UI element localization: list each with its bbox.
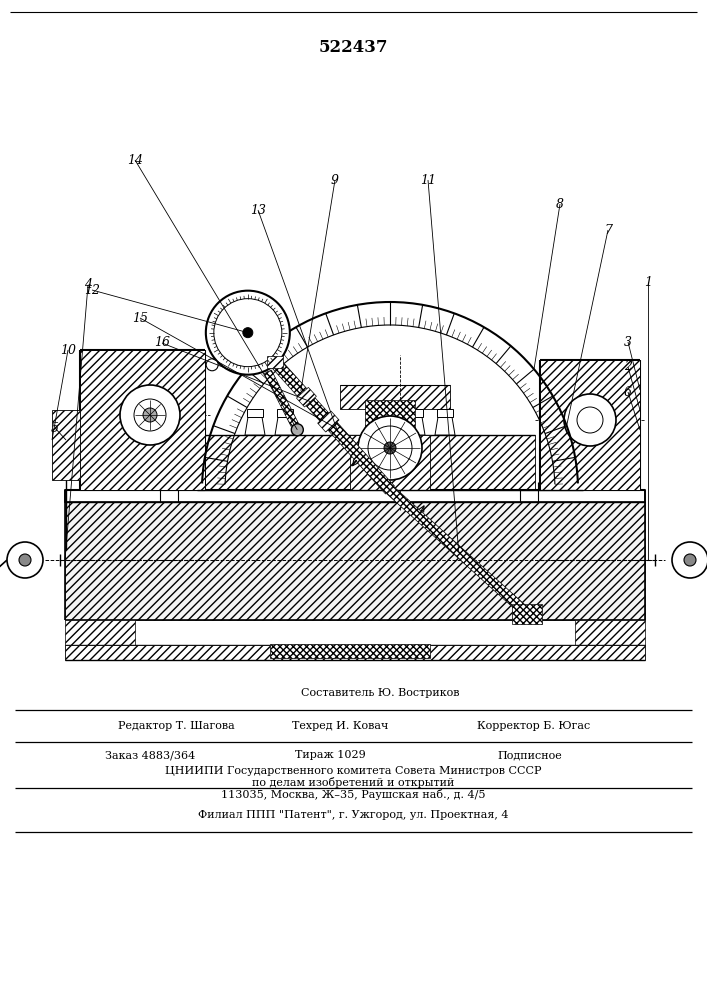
- Circle shape: [143, 408, 157, 422]
- Text: 12: 12: [84, 284, 100, 296]
- Circle shape: [243, 328, 253, 338]
- Text: Подписное: Подписное: [498, 750, 562, 760]
- Circle shape: [134, 399, 166, 431]
- Polygon shape: [247, 409, 263, 417]
- Text: Корректор Б. Югас: Корректор Б. Югас: [477, 721, 590, 731]
- Polygon shape: [365, 400, 415, 435]
- Text: Филиал ППП "Патент", г. Ужгород, ул. Проектная, 4: Филиал ППП "Патент", г. Ужгород, ул. Про…: [198, 810, 508, 820]
- Text: 14: 14: [127, 153, 143, 166]
- Text: 13: 13: [250, 204, 266, 217]
- Circle shape: [384, 442, 396, 454]
- Circle shape: [206, 291, 290, 375]
- Text: 5: 5: [51, 422, 59, 434]
- Polygon shape: [205, 435, 535, 490]
- Polygon shape: [575, 620, 645, 645]
- Polygon shape: [52, 410, 80, 480]
- Polygon shape: [65, 502, 645, 620]
- Polygon shape: [405, 417, 425, 435]
- Circle shape: [577, 407, 603, 433]
- Circle shape: [206, 359, 218, 371]
- Polygon shape: [407, 409, 423, 417]
- Text: Техред И. Ковач: Техред И. Ковач: [292, 721, 388, 731]
- Circle shape: [120, 385, 180, 445]
- Text: 9: 9: [331, 174, 339, 186]
- Circle shape: [672, 542, 707, 578]
- Text: Редактор Т. Шагова: Редактор Т. Шагова: [118, 721, 235, 731]
- Polygon shape: [248, 334, 395, 494]
- Circle shape: [358, 416, 422, 480]
- Text: 7: 7: [604, 224, 612, 236]
- Text: 3: 3: [624, 336, 632, 349]
- Text: 2: 2: [624, 360, 632, 373]
- Text: Тираж 1029: Тираж 1029: [295, 750, 366, 760]
- Polygon shape: [65, 490, 645, 502]
- Polygon shape: [540, 360, 640, 490]
- Polygon shape: [277, 409, 293, 417]
- Text: 8: 8: [556, 198, 564, 211]
- Polygon shape: [387, 486, 531, 618]
- Polygon shape: [267, 356, 283, 368]
- Polygon shape: [340, 385, 450, 409]
- Polygon shape: [80, 350, 205, 490]
- Text: 522437: 522437: [318, 39, 387, 56]
- Text: Заказ 4883/364: Заказ 4883/364: [105, 750, 195, 760]
- Polygon shape: [317, 411, 339, 432]
- Polygon shape: [275, 417, 295, 435]
- Polygon shape: [65, 645, 645, 660]
- Text: 113035, Москва, Ж–35, Раушская наб., д. 4/5: 113035, Москва, Ж–35, Раушская наб., д. …: [221, 790, 485, 800]
- Circle shape: [291, 424, 303, 436]
- Polygon shape: [437, 409, 453, 417]
- Circle shape: [19, 554, 31, 566]
- Circle shape: [564, 394, 616, 446]
- Text: 10: 10: [60, 344, 76, 357]
- Circle shape: [214, 299, 282, 367]
- Text: 6: 6: [624, 385, 632, 398]
- Circle shape: [368, 426, 412, 470]
- Circle shape: [7, 542, 43, 578]
- Polygon shape: [513, 604, 542, 624]
- Text: по делам изобретений и открытий: по делам изобретений и открытий: [252, 778, 454, 788]
- Polygon shape: [435, 417, 455, 435]
- Text: 4: 4: [84, 278, 92, 292]
- Text: ЦНИИПИ Государственного комитета Совета Министров СССР: ЦНИИПИ Государственного комитета Совета …: [165, 766, 542, 776]
- Polygon shape: [296, 387, 317, 407]
- Circle shape: [684, 554, 696, 566]
- Polygon shape: [65, 620, 135, 645]
- Polygon shape: [350, 435, 430, 490]
- Text: 11: 11: [420, 174, 436, 186]
- Text: Составитель Ю. Востриков: Составитель Ю. Востриков: [300, 688, 460, 698]
- Text: 1: 1: [644, 275, 652, 288]
- Polygon shape: [270, 644, 430, 658]
- Polygon shape: [264, 370, 301, 432]
- Text: 16: 16: [154, 336, 170, 350]
- Text: 15: 15: [132, 312, 148, 324]
- Polygon shape: [245, 417, 265, 435]
